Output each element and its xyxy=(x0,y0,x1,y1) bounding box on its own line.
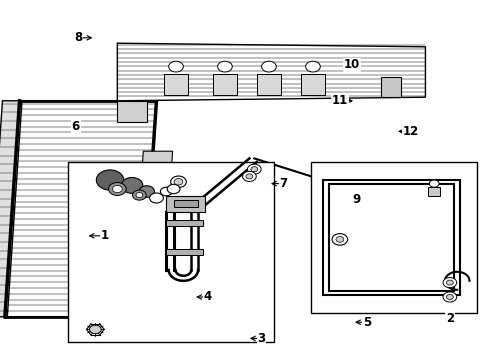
Polygon shape xyxy=(212,74,237,95)
Text: 8: 8 xyxy=(74,31,82,44)
Circle shape xyxy=(428,180,438,187)
Circle shape xyxy=(305,61,320,72)
Circle shape xyxy=(247,164,261,174)
Circle shape xyxy=(168,61,183,72)
Circle shape xyxy=(170,176,186,188)
Circle shape xyxy=(446,294,452,300)
Circle shape xyxy=(132,190,146,200)
Text: 10: 10 xyxy=(343,58,360,71)
Circle shape xyxy=(136,193,142,198)
Bar xyxy=(310,162,476,313)
Bar xyxy=(68,162,273,342)
Polygon shape xyxy=(256,74,281,95)
Circle shape xyxy=(245,174,252,179)
Circle shape xyxy=(174,179,183,185)
Circle shape xyxy=(442,292,456,302)
Circle shape xyxy=(167,184,180,194)
Polygon shape xyxy=(166,196,205,212)
Text: 7: 7 xyxy=(279,177,287,190)
Circle shape xyxy=(331,234,347,245)
Text: 5: 5 xyxy=(362,316,370,329)
Text: 12: 12 xyxy=(402,125,418,138)
Circle shape xyxy=(261,61,276,72)
Circle shape xyxy=(96,170,123,190)
Polygon shape xyxy=(381,77,400,97)
Polygon shape xyxy=(163,74,188,95)
Circle shape xyxy=(139,186,154,197)
Circle shape xyxy=(160,187,172,196)
Circle shape xyxy=(250,167,257,172)
Circle shape xyxy=(335,237,343,242)
Circle shape xyxy=(446,280,452,285)
Circle shape xyxy=(217,61,232,72)
Circle shape xyxy=(89,325,101,334)
Polygon shape xyxy=(142,151,172,166)
Text: 3: 3 xyxy=(257,332,265,345)
Circle shape xyxy=(149,193,163,203)
Text: 1: 1 xyxy=(101,229,109,242)
Polygon shape xyxy=(117,101,146,122)
Circle shape xyxy=(108,183,126,195)
Bar xyxy=(166,220,203,226)
Polygon shape xyxy=(427,187,439,196)
Text: 6: 6 xyxy=(72,120,80,132)
Text: 2: 2 xyxy=(445,312,453,325)
Circle shape xyxy=(112,185,122,193)
Text: 4: 4 xyxy=(203,291,211,303)
Circle shape xyxy=(442,278,456,288)
Polygon shape xyxy=(173,200,198,207)
Bar xyxy=(166,249,203,255)
Polygon shape xyxy=(5,101,156,317)
Polygon shape xyxy=(300,74,325,95)
Polygon shape xyxy=(117,43,425,101)
Text: 9: 9 xyxy=(352,193,360,206)
Text: 11: 11 xyxy=(331,94,347,107)
Polygon shape xyxy=(140,184,170,198)
Circle shape xyxy=(121,177,142,193)
Polygon shape xyxy=(0,101,22,317)
Circle shape xyxy=(242,171,256,181)
